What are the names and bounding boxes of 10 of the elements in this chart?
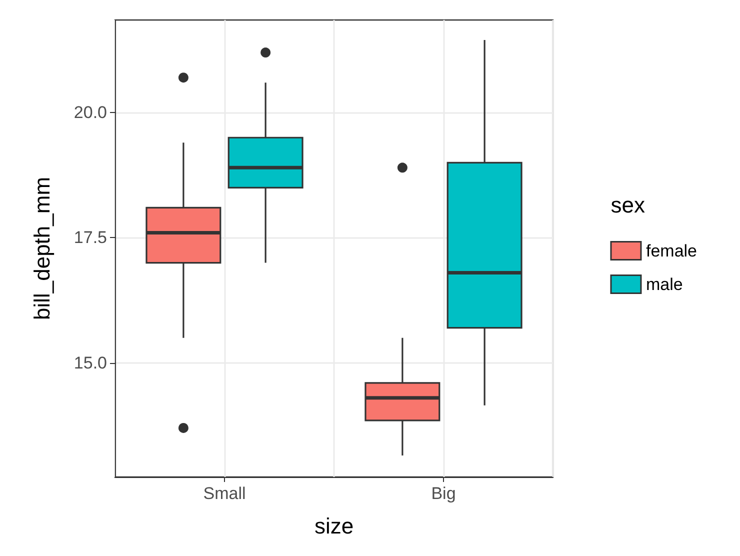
y-axis-title: bill_depth_mm <box>30 176 54 320</box>
y-tick-label: 20.0 <box>74 103 107 122</box>
x-axis-title: size <box>314 514 354 538</box>
legend-title: sex <box>610 192 646 218</box>
x-tick-label: Big <box>431 484 456 503</box>
y-tick-label: 17.5 <box>74 228 107 248</box>
legend-label: female <box>646 241 698 260</box>
x-tick-label: Small <box>203 484 246 503</box>
legend-label: male <box>646 274 683 294</box>
y-tick-label: 15.0 <box>74 353 107 372</box>
